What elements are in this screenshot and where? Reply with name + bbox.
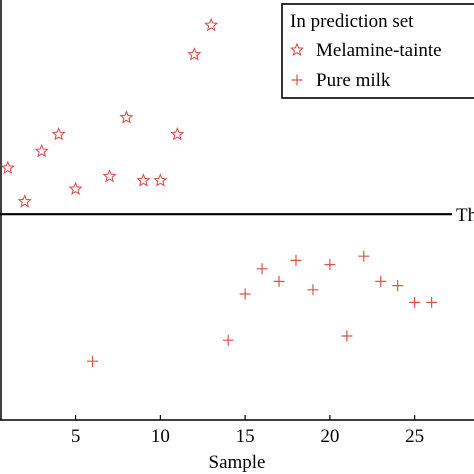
axes (0, 0, 474, 421)
star-marker (119, 110, 134, 124)
threshold-label: Th (456, 205, 474, 226)
star-marker (0, 160, 15, 175)
x-tick-label: 5 (71, 426, 81, 447)
legend-title: In prediction set (290, 11, 414, 32)
plus-marker (290, 254, 302, 266)
plus-marker (307, 284, 319, 296)
plus-marker (273, 275, 285, 287)
star-marker (136, 173, 151, 187)
star-marker (170, 126, 185, 141)
x-tick-label: 20 (320, 426, 339, 447)
plus-marker (341, 330, 353, 342)
star-marker (17, 194, 32, 208)
plus-marker (358, 250, 370, 262)
x-tick-label: 10 (151, 426, 170, 447)
plus-marker (324, 259, 336, 271)
plus-marker (426, 296, 438, 308)
x-tick-label: 15 (236, 426, 255, 447)
x-ticks: 5 10 15 20 25 (71, 415, 424, 447)
star-marker (204, 17, 219, 32)
legend-star-icon (289, 42, 305, 57)
star-marker (187, 47, 202, 61)
star-marker (68, 181, 83, 196)
star-marker (102, 168, 117, 183)
plus-marker (409, 296, 421, 308)
legend-entry-melamine: Melamine-tainte (316, 40, 442, 61)
legend-entry-pure-milk: Pure milk (316, 70, 391, 91)
legend: In prediction set Melamine-tainte Pure m… (281, 3, 474, 99)
plus-marker (256, 263, 268, 275)
star-marker (51, 126, 66, 141)
star-marker (289, 42, 305, 57)
star-marker (34, 143, 49, 158)
x-tick-label: 25 (405, 426, 424, 447)
plus-marker (222, 334, 234, 346)
legend-plus-icon (291, 74, 303, 86)
plus-marker (392, 280, 404, 292)
plus-marker (239, 288, 251, 300)
legend-box (281, 3, 474, 99)
data-points (0, 17, 438, 367)
plus-marker (87, 355, 99, 367)
plus-marker (291, 74, 303, 86)
star-marker (153, 173, 168, 187)
plus-marker (375, 275, 387, 287)
x-axis-label: Sample (209, 452, 266, 473)
